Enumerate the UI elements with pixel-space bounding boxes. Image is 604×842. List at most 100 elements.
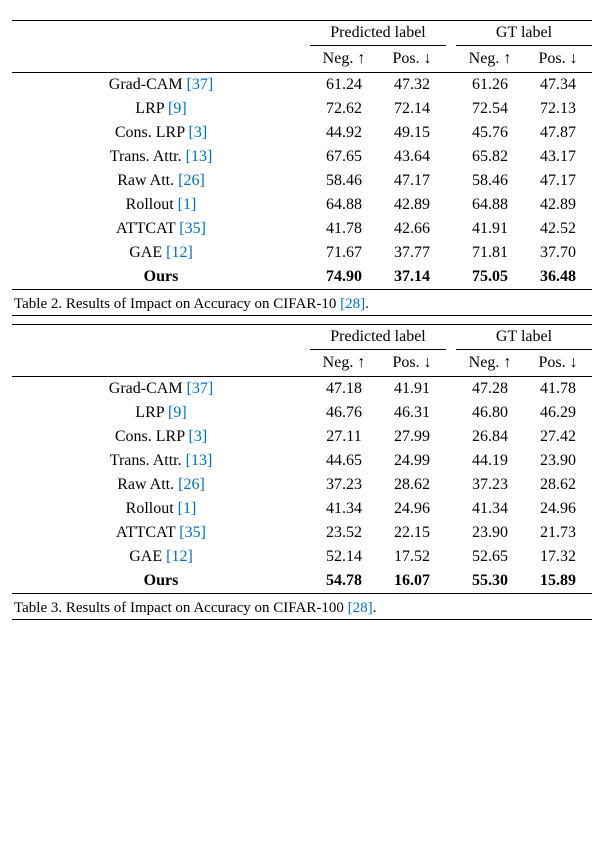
table-3-block: Table 3. Results of Impact on Accuracy o… xyxy=(12,324,592,617)
group-spacer xyxy=(446,97,456,121)
group-spacer xyxy=(446,193,456,217)
table-3-group-header-gt: GT label xyxy=(456,325,592,350)
value-cell: 72.13 xyxy=(524,97,592,121)
table-2-group-header-row: Predicted label GT label xyxy=(12,21,592,46)
value-cell: 17.52 xyxy=(378,545,446,569)
value-cell: 46.76 xyxy=(310,401,378,425)
value-cell: 44.19 xyxy=(456,449,524,473)
citation-link[interactable]: [35] xyxy=(179,220,206,237)
group-spacer xyxy=(446,145,456,169)
citation-link[interactable]: [9] xyxy=(168,100,187,117)
group-spacer xyxy=(446,73,456,98)
method-label: Ours xyxy=(144,268,179,285)
table-3-caption: Table 3. Results of Impact on Accuracy o… xyxy=(12,594,592,617)
citation-link[interactable]: [3] xyxy=(189,124,208,141)
table-row: Rollout [1]64.8842.8964.8842.89 xyxy=(12,193,592,217)
value-cell: 37.23 xyxy=(310,473,378,497)
method-label: Grad-CAM xyxy=(109,380,183,397)
value-cell: 61.24 xyxy=(310,73,378,98)
value-cell: 47.34 xyxy=(524,73,592,98)
table-2-subhead-neg-gt: Neg. ↑ xyxy=(456,46,524,73)
citation-link[interactable]: [13] xyxy=(186,148,213,165)
value-cell: 27.42 xyxy=(524,425,592,449)
table-row: Grad-CAM [37]61.2447.3261.2647.34 xyxy=(12,73,592,98)
method-cell: ATTCAT [35] xyxy=(12,521,310,545)
method-cell: Cons. LRP [3] xyxy=(12,425,310,449)
value-cell: 44.92 xyxy=(310,121,378,145)
value-cell: 47.28 xyxy=(456,377,524,402)
method-label: Grad-CAM xyxy=(109,76,183,93)
citation-link[interactable]: [26] xyxy=(178,172,205,189)
value-cell: 26.84 xyxy=(456,425,524,449)
table-3-body: Grad-CAM [37]47.1841.9147.2841.78LRP [9]… xyxy=(12,377,592,594)
table-row: Grad-CAM [37]47.1841.9147.2841.78 xyxy=(12,377,592,402)
table-row: GAE [12]71.6737.7771.8137.70 xyxy=(12,241,592,265)
method-cell: LRP [9] xyxy=(12,401,310,425)
value-cell: 41.91 xyxy=(378,377,446,402)
method-label: GAE xyxy=(129,244,162,261)
value-cell: 52.65 xyxy=(456,545,524,569)
citation-link[interactable]: [37] xyxy=(187,380,214,397)
method-cell: Cons. LRP [3] xyxy=(12,121,310,145)
value-cell: 45.76 xyxy=(456,121,524,145)
value-cell: 72.14 xyxy=(378,97,446,121)
group-spacer xyxy=(446,401,456,425)
table-3-sub-header-row: Neg. ↑ Pos. ↓ Neg. ↑ Pos. ↓ xyxy=(12,350,592,377)
table-3-subhead-neg-gt: Neg. ↑ xyxy=(456,350,524,377)
citation-link[interactable]: [37] xyxy=(187,76,214,93)
table-row: Cons. LRP [3]44.9249.1545.7647.87 xyxy=(12,121,592,145)
citation-link[interactable]: [26] xyxy=(178,476,205,493)
group-spacer xyxy=(446,521,456,545)
table-2-subhead-pos-gt: Pos. ↓ xyxy=(524,46,592,73)
group-spacer xyxy=(446,241,456,265)
table-row: Raw Att. [26]37.2328.6237.2328.62 xyxy=(12,473,592,497)
citation-link[interactable]: [1] xyxy=(178,196,197,213)
table-3-caption-cite: [28] xyxy=(348,600,373,616)
table-3-caption-prefix: Table 3. Results of Impact on Accuracy o… xyxy=(14,600,348,616)
value-cell: 43.64 xyxy=(378,145,446,169)
value-cell: 23.52 xyxy=(310,521,378,545)
value-cell: 47.87 xyxy=(524,121,592,145)
value-cell: 71.67 xyxy=(310,241,378,265)
method-label: Cons. LRP xyxy=(115,428,185,445)
citation-link[interactable]: [12] xyxy=(166,244,193,261)
citation-link[interactable]: [1] xyxy=(178,500,197,517)
method-label: Raw Att. xyxy=(117,172,174,189)
method-label: ATTCAT xyxy=(116,220,175,237)
value-cell: 41.34 xyxy=(456,497,524,521)
method-label: LRP xyxy=(135,100,164,117)
table-3-subhead-pos-gt: Pos. ↓ xyxy=(524,350,592,377)
value-cell: 47.32 xyxy=(378,73,446,98)
value-cell: 64.88 xyxy=(456,193,524,217)
table-3: Table 3. Results of Impact on Accuracy o… xyxy=(12,324,592,617)
spacer xyxy=(12,316,592,324)
table-3-subhead-pos-pred: Pos. ↓ xyxy=(378,350,446,377)
table-row: Trans. Attr. [13]44.6524.9944.1923.90 xyxy=(12,449,592,473)
table-row: LRP [9]46.7646.3146.8046.29 xyxy=(12,401,592,425)
method-cell: Trans. Attr. [13] xyxy=(12,449,310,473)
method-cell: Grad-CAM [37] xyxy=(12,377,310,402)
citation-link[interactable]: [3] xyxy=(189,428,208,445)
citation-link[interactable]: [13] xyxy=(186,452,213,469)
value-cell: 67.65 xyxy=(310,145,378,169)
value-cell: 74.90 xyxy=(310,265,378,290)
value-cell: 41.78 xyxy=(310,217,378,241)
method-label: Rollout xyxy=(126,500,174,517)
method-cell: Grad-CAM [37] xyxy=(12,73,310,98)
value-cell: 37.70 xyxy=(524,241,592,265)
value-cell: 37.14 xyxy=(378,265,446,290)
citation-link[interactable]: [9] xyxy=(168,404,187,421)
value-cell: 58.46 xyxy=(456,169,524,193)
value-cell: 16.07 xyxy=(378,569,446,594)
table-row: GAE [12]52.1417.5252.6517.32 xyxy=(12,545,592,569)
table-row: Ours74.9037.1475.0536.48 xyxy=(12,265,592,290)
citation-link[interactable]: [12] xyxy=(166,548,193,565)
value-cell: 27.99 xyxy=(378,425,446,449)
value-cell: 43.17 xyxy=(524,145,592,169)
value-cell: 37.23 xyxy=(456,473,524,497)
citation-link[interactable]: [35] xyxy=(179,524,206,541)
value-cell: 36.48 xyxy=(524,265,592,290)
table-2: Table 2. Results of Impact on Accuracy o… xyxy=(12,20,592,313)
table-2-subhead-pos-pred: Pos. ↓ xyxy=(378,46,446,73)
value-cell: 54.78 xyxy=(310,569,378,594)
